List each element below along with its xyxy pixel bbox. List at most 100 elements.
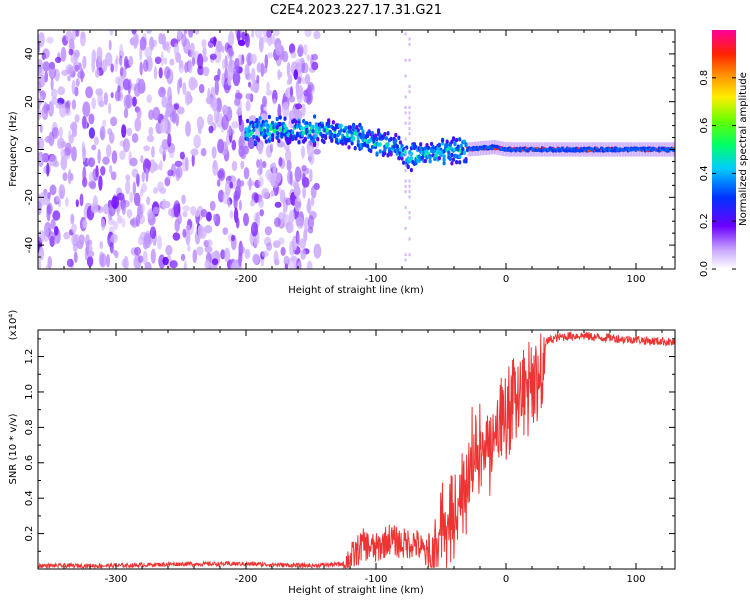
heatmap-noise-cell [60,140,67,148]
heatmap-noise-cell [110,63,114,73]
heatmap-noise-cell [181,33,187,47]
heatmap-noise-cell [129,157,138,167]
spectrogram-xlabel: Height of straight line (km) [288,285,424,296]
heatmap-noise-cell [190,148,199,156]
heatmap-noise-cell [238,145,245,158]
heatmap-noise-cell [150,248,156,264]
heatmap-signal-cell [246,118,250,124]
heatmap-noise-cell [160,51,164,67]
heatmap-streak-cell [408,90,411,94]
heatmap-signal-cell [278,121,282,127]
heatmap-signal-cell [359,125,363,131]
heatmap-signal-cell [386,142,390,147]
heatmap-noise-cell [48,101,54,117]
heatmap-noise-cell [88,171,94,182]
heatmap-noise-cell [293,185,301,198]
heatmap-noise-cell [197,53,204,69]
heatmap-streak-cell [404,111,407,115]
heatmap-noise-cell [261,160,267,169]
heatmap-noise-cell [293,69,299,80]
heatmap-noise-cell [73,251,78,264]
heatmap-signal-cell [277,138,281,144]
heatmap-signal-cell [419,142,423,147]
heatmap-noise-cell [117,85,121,93]
heatmap-noise-cell [48,65,57,80]
heatmap-streak-cell [404,153,407,157]
heatmap-signal-cell [458,154,462,159]
snr-multiplier: (x10⁴) [8,310,19,341]
heatmap-noise-cell [145,166,149,183]
heatmap-streak-cell [404,253,407,257]
heatmap-noise-cell [64,108,72,117]
heatmap-noise-cell [68,129,72,142]
spectrogram-xtick-label: -300 [105,274,128,285]
heatmap-noise-cell [272,161,277,175]
heatmap-noise-cell [307,145,314,157]
heatmap-noise-cell [169,112,176,123]
heatmap-noise-cell [61,69,69,76]
heatmap-noise-cell [213,108,220,124]
heatmap-noise-cell [221,115,229,131]
heatmap-noise-cell [51,96,58,106]
heatmap-noise-cell [119,150,126,161]
heatmap-noise-cell [132,181,136,197]
heatmap-noise-cell [107,218,115,226]
heatmap-noise-cell [71,99,77,110]
heatmap-signal-cell [320,123,324,129]
heatmap-noise-cell [160,87,165,94]
heatmap-noise-cell [153,187,158,194]
heatmap-noise-cell [97,92,103,107]
heatmap-noise-cell [119,43,124,59]
heatmap-noise-cell [162,41,170,52]
heatmap-signal-cell [324,134,328,139]
heatmap-signal-cell [389,152,393,157]
heatmap-noise-cell [209,53,217,60]
heatmap-noise-cell [266,30,272,38]
heatmap-noise-cell [131,96,137,107]
heatmap-noise-cell [39,124,43,134]
heatmap-signal-cell [294,136,298,141]
heatmap-noise-cell [74,64,80,72]
heatmap-noise-cell [212,213,217,222]
heatmap-signal-cell [458,137,462,142]
heatmap-streak-cell [408,42,411,46]
heatmap-noise-cell [307,81,314,92]
heatmap-signal-cell [436,146,440,151]
heatmap-noise-cell [238,199,242,211]
heatmap-noise-cell [60,156,68,171]
heatmap-noise-cell [294,166,302,182]
heatmap-noise-cell [122,78,131,91]
heatmap-noise-cell [285,148,292,163]
heatmap-noise-cell [173,200,181,216]
heatmap-noise-cell [174,218,180,232]
heatmap-noise-cell [38,246,45,261]
heatmap-noise-cell [60,148,65,160]
heatmap-signal-cell [322,139,326,145]
heatmap-streak-cell [404,226,407,230]
heatmap-noise-cell [238,54,242,62]
heatmap-noise-cell [252,253,260,265]
snr-ytick-label: 0.4 [24,490,35,506]
heatmap-noise-cell [248,81,252,88]
snr-xtick-label: -100 [365,574,388,585]
heatmap-signal-cell [291,130,295,135]
heatmap-noise-cell [38,137,45,151]
heatmap-noise-cell [288,43,296,55]
heatmap-noise-cell [109,241,114,254]
heatmap-signal-cell [308,122,312,127]
heatmap-noise-cell [202,55,208,63]
heatmap-signal-cell [455,160,459,165]
heatmap-noise-cell [131,168,139,178]
heatmap-noise-cell [95,165,99,178]
heatmap-noise-cell [229,210,234,219]
heatmap-noise-cell [42,61,50,72]
heatmap-noise-cell [146,196,151,206]
heatmap-streak-cell [404,32,407,36]
heatmap-noise-cell [250,84,258,92]
heatmap-noise-cell [258,36,264,53]
colorbar-tick-label: 0.0 [699,261,710,277]
heatmap-signal-cell [314,129,318,134]
heatmap-noise-cell [114,90,121,102]
heatmap-signal-cell [426,145,431,151]
heatmap-noise-cell [121,202,126,215]
